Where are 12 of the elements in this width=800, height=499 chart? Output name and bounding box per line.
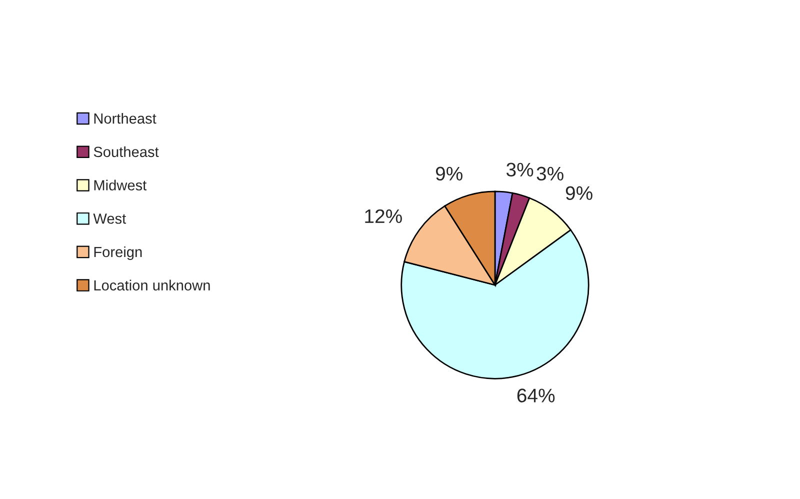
- legend-label: Southeast: [94, 146, 159, 158]
- data-label: 64%: [517, 388, 555, 402]
- legend-label: West: [93, 214, 126, 224]
- data-label: 3%: [536, 166, 564, 181]
- legend-label: Foreign: [94, 246, 142, 260]
- data-label: 3%: [506, 162, 534, 177]
- data-label: 9%: [566, 186, 592, 200]
- data-label: 9%: [436, 166, 462, 181]
- legend-label: Midwest: [94, 180, 147, 190]
- legend-label: Northeast: [94, 113, 156, 124]
- legend-label: Location unknown: [94, 280, 210, 291]
- data-label: 12%: [365, 209, 402, 224]
